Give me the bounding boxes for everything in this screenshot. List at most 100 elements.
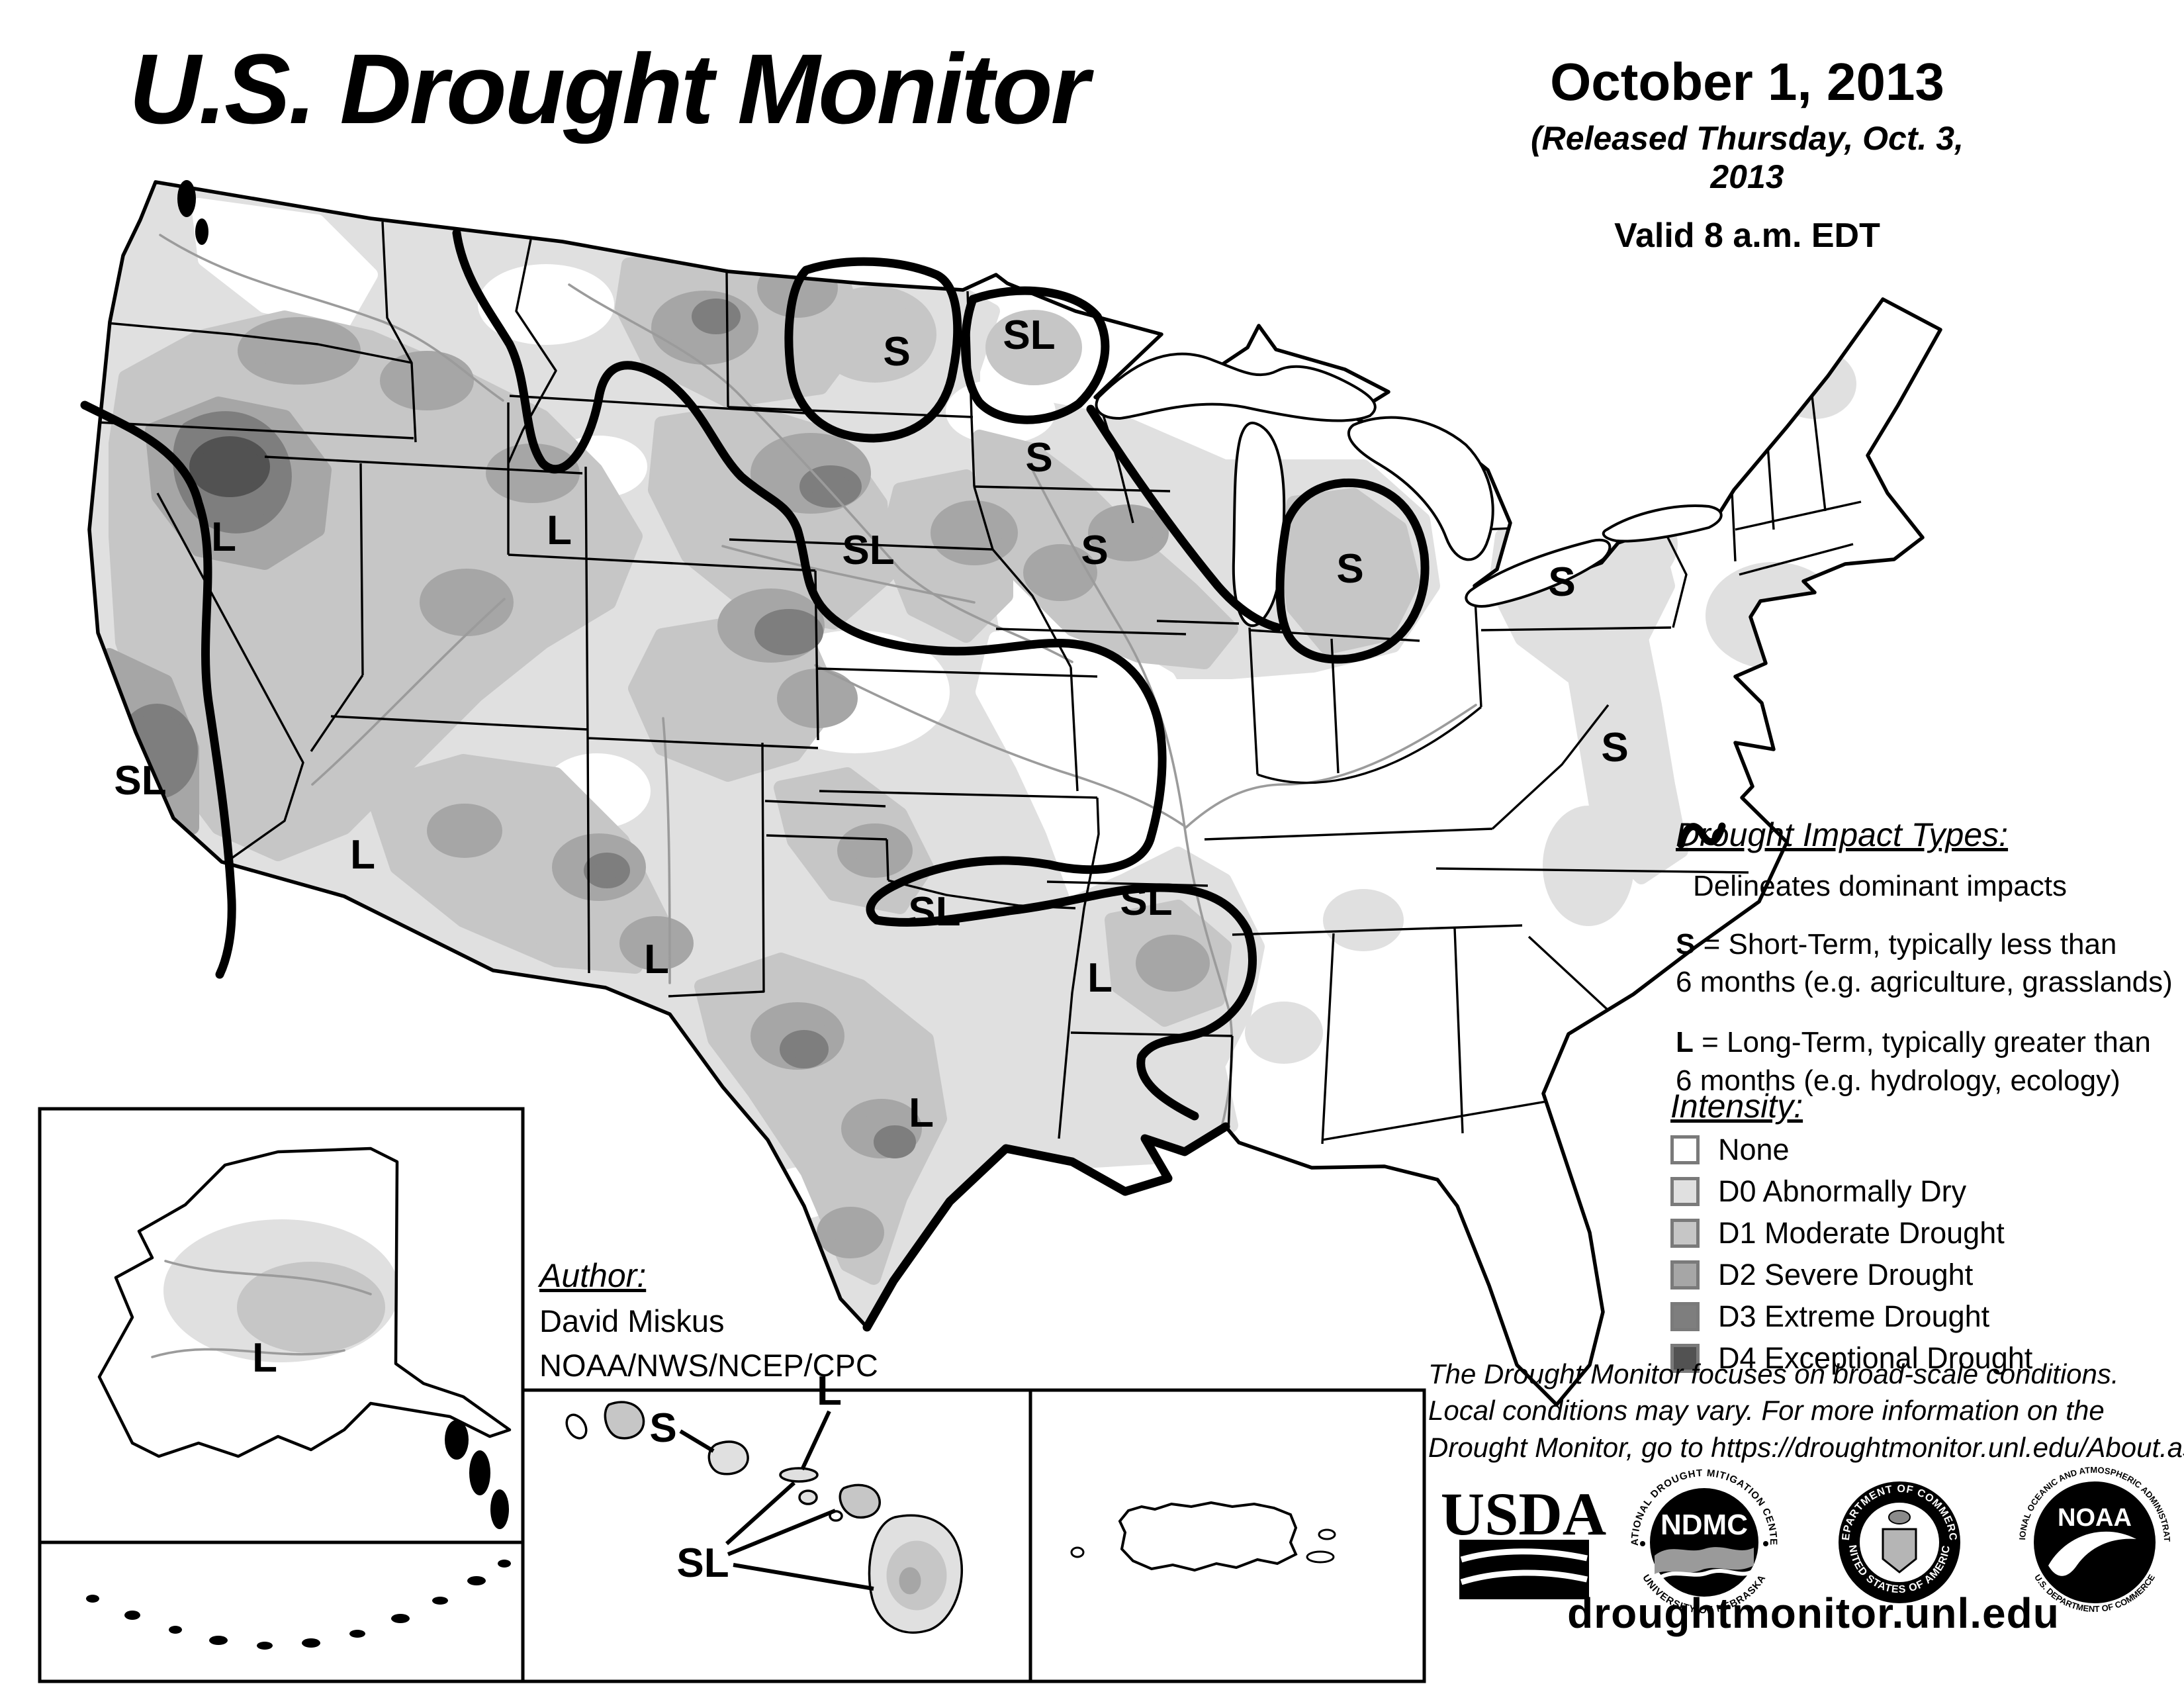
puerto-rico-inset-border (1028, 1388, 1426, 1683)
lake-huron (1347, 416, 1494, 561)
impact-line-gulf-coast (862, 1122, 1230, 1332)
impact-boundaries (80, 228, 1430, 1332)
alaska-inset-border (38, 1107, 525, 1683)
intensity-heading: Intensity: (1670, 1088, 1803, 1125)
impact-label-virginia-coast: S (1601, 725, 1628, 771)
island-niihau (565, 1413, 588, 1440)
impact-label-north-dakota: S (883, 329, 910, 375)
impact-label-texas: L (909, 1090, 934, 1136)
impact-label-arkansas: SL (1120, 878, 1172, 924)
impact-label-pennsylvania: S (1548, 559, 1575, 605)
intensity-swatch-d4 (1670, 1344, 1700, 1373)
short-term-line1: = Short-Term, typically less than (1703, 928, 2117, 961)
impact-label-texas-oklahoma: SL (908, 889, 960, 935)
impact-legend-heading: Drought Impact Types: (1676, 816, 2009, 853)
long-term-definition: L = Long-Term, typically greater than 6 … (1676, 1023, 2184, 1099)
impact-label-hawaii-big-island: SL (676, 1540, 729, 1586)
disclaimer-line2: Local conditions may vary. For more info… (1428, 1395, 2105, 1427)
impact-label-alaska: L (252, 1335, 277, 1381)
svg-text:USDA: USDA (1441, 1480, 1606, 1548)
intensity-item-d2: D2 Severe Drought (1670, 1258, 2032, 1292)
alaska-outline (97, 1147, 512, 1458)
great-lakes (1095, 352, 1723, 628)
disclaimer-text: The Drought Monitor focuses on broad-sca… (1428, 1356, 2184, 1466)
impact-line-wisconsin (1086, 404, 1282, 632)
svg-text:NDMC: NDMC (1661, 1509, 1748, 1541)
impact-loop-michigan (1275, 478, 1430, 664)
lake-michigan (1232, 421, 1286, 628)
hawaii-inset: S L SL (521, 1368, 1032, 1683)
alaska-panhandle-islands (445, 1420, 509, 1529)
intensity-item-d4: D4 Exceptional Drought (1670, 1341, 2032, 1376)
state-borders (97, 221, 1862, 1149)
impact-labels: S SL S S L L SL S S S SL L L SL SL L L (114, 312, 1628, 1136)
impact-label-michigan: S (1336, 546, 1363, 592)
disclaimer-line1: The Drought Monitor focuses on broad-sca… (1428, 1358, 2119, 1389)
island-oahu (707, 1440, 749, 1476)
impact-label-arizona: L (350, 832, 375, 878)
island-vieques (1306, 1550, 1335, 1564)
map-date: October 1, 2013 (1550, 52, 1944, 111)
website-url: droughtmonitor.unl.edu (1567, 1589, 2060, 1637)
short-term-definition: S = Short-Term, typically less than 6 mo… (1676, 925, 2184, 1001)
island-kauai (604, 1401, 645, 1440)
intensity-legend: Intensity: None D0 Abnormally Dry D1 Mod… (1670, 1087, 2032, 1376)
intensity-item-d1: D1 Moderate Drought (1670, 1216, 2032, 1250)
puget-sound-islands (177, 180, 208, 245)
page-title: U.S. Drought Monitor (129, 33, 1089, 144)
intensity-swatch-d2 (1670, 1260, 1700, 1289)
impact-label-northern-minnesota: SL (1003, 312, 1055, 358)
conus-map: S SL S S L L SL S S S SL L L SL SL L L (80, 180, 1942, 1407)
date-block: October 1, 2013 (Released Thursday, Oct.… (1496, 52, 1999, 256)
hawaii-pointer-lines (679, 1410, 874, 1591)
intensity-item-d3: D3 Extreme Drought (1670, 1299, 2032, 1334)
rivers (159, 234, 1477, 1143)
long-term-line1: = Long-Term, typically greater than (1702, 1026, 2151, 1059)
author-heading: Author: (539, 1257, 647, 1294)
disclaimer-line3: Drought Monitor, go to https://droughtmo… (1428, 1431, 2184, 1463)
alaska-inset: L (38, 1107, 525, 1683)
intensity-swatch-d0 (1670, 1177, 1700, 1206)
impact-loop-minnesota (961, 286, 1110, 424)
impact-label-utah-wyoming: L (547, 508, 572, 553)
impact-label-hawaii-molokai: L (817, 1368, 842, 1414)
hawaii-d2-area (899, 1567, 921, 1595)
long-term-line2: 6 months (e.g. hydrology, ecology) (1676, 1064, 2120, 1097)
impact-label-arkansas-louisiana: L (1087, 955, 1113, 1001)
delineates-label: Delineates dominant impacts (1693, 870, 2067, 902)
aleutian-islands (86, 1560, 511, 1650)
intensity-item-d0: D0 Abnormally Dry (1670, 1174, 2032, 1209)
commerce-eagle (1888, 1510, 1911, 1524)
drought-shading-d4 (189, 436, 270, 497)
island-molokai (779, 1467, 819, 1483)
short-term-line2: 6 months (e.g. agriculture, grasslands) (1676, 966, 2173, 999)
impact-line-central (452, 228, 1257, 1121)
island-culebra (1318, 1528, 1336, 1540)
impact-label-hawaii-kauai: S (649, 1405, 676, 1451)
impact-label-central-minnesota: S (1025, 435, 1052, 481)
impact-line-california (80, 400, 236, 979)
author-org: NOAA/NWS/NCEP/CPC (539, 1348, 878, 1383)
island-lanai (798, 1489, 818, 1505)
impact-line-icon (1677, 822, 1726, 849)
island-maui (839, 1483, 881, 1519)
noaa-bird (2048, 1531, 2136, 1576)
impact-type-legend: Drought Impact Types: Delineates dominan… (1676, 816, 2184, 1100)
svg-text:NOAA: NOAA (2058, 1504, 2132, 1532)
short-term-prefix: S (1676, 928, 1696, 961)
island-mona (1070, 1546, 1085, 1558)
intensity-swatch-none (1670, 1135, 1700, 1164)
intensity-swatch-d3 (1670, 1302, 1700, 1331)
release-date: (Released Thursday, Oct. 3, 2013 (1531, 120, 1964, 195)
author-name: David Miskus (539, 1303, 725, 1338)
puerto-rico-inset (1028, 1388, 1426, 1683)
usda-logo: USDA (1441, 1480, 1606, 1599)
impact-label-california: SL (114, 758, 166, 804)
lake-superior (1095, 352, 1377, 422)
lake-ontario (1602, 504, 1723, 543)
valid-time: Valid 8 a.m. EDT (1614, 216, 1880, 255)
impact-label-nevada: L (211, 514, 236, 560)
us-outline (87, 180, 1942, 1407)
